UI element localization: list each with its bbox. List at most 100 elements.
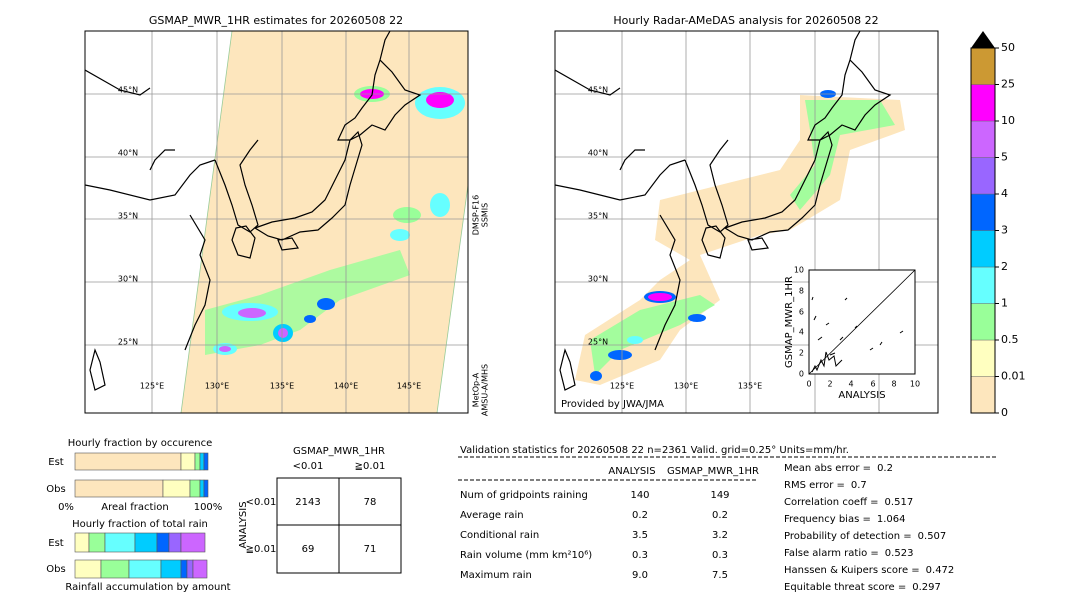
inset-tick: 2 xyxy=(827,380,832,389)
swath-label: AMSU-A/MHS xyxy=(481,364,490,416)
colorbar-label: 50 xyxy=(1001,41,1015,54)
score-value: 0.517 xyxy=(885,497,914,508)
inset-tick: 6 xyxy=(799,308,804,317)
inset-scatter: 0 2 4 6 8 10 0 2 4 6 8 10 ANALYSIS GSMAP… xyxy=(784,266,920,402)
colorbar-label: 2 xyxy=(1001,260,1008,273)
lon-label: 125°E xyxy=(610,382,634,391)
table-cell: 69 xyxy=(302,544,315,555)
row-value: 3.5 xyxy=(632,530,648,541)
score-value: 0.7 xyxy=(851,480,867,491)
lat-label: 25°N xyxy=(588,338,608,347)
colorbar-segment xyxy=(970,266,996,304)
score-label: Probability of detection = xyxy=(784,531,912,542)
axis-label: Areal fraction xyxy=(101,502,168,513)
row-label: Obs xyxy=(46,484,65,495)
score-label: Mean abs error = xyxy=(784,463,871,474)
lat-label: 30°N xyxy=(118,275,138,284)
colorbar-label: 3 xyxy=(1001,224,1008,237)
panel-title: Hourly fraction of total rain xyxy=(72,519,208,530)
row-label: Est xyxy=(48,457,64,468)
row-value: 149 xyxy=(710,490,729,501)
row-label: Rain volume (mm km²10⁶) xyxy=(460,550,592,561)
inset-tick: 2 xyxy=(799,349,804,358)
colorbar-label: 4 xyxy=(1001,187,1008,200)
score-value: 1.064 xyxy=(877,514,906,525)
colorbar-segment xyxy=(970,193,996,231)
row-label: Obs xyxy=(46,564,65,575)
colorbar-segment xyxy=(970,230,996,268)
colorbar-label: 0.01 xyxy=(1001,370,1026,383)
lat-label: 45°N xyxy=(118,86,138,95)
colorbar-segment xyxy=(970,47,996,85)
swath-label: MetOp-A xyxy=(472,372,481,407)
row-value: 7.5 xyxy=(712,570,728,581)
inset-tick: 4 xyxy=(799,328,804,337)
row-label: Est xyxy=(48,538,64,549)
lon-label: 125°E xyxy=(140,382,164,391)
colorbar-label: 0 xyxy=(1001,406,1008,419)
row-value: 3.2 xyxy=(712,530,728,541)
row-header: ≧0.01 xyxy=(246,544,277,555)
colorbar-segment xyxy=(970,376,996,414)
lon-label: 140°E xyxy=(334,382,358,391)
lon-label: 130°E xyxy=(205,382,229,391)
colorbar-segment xyxy=(970,339,996,377)
row-value: 0.2 xyxy=(632,510,648,521)
lat-label: 35°N xyxy=(588,212,608,221)
lat-label: 45°N xyxy=(588,86,608,95)
axis-label: Rainfall accumulation by amount xyxy=(65,582,230,593)
lon-label: 145°E xyxy=(397,382,421,391)
swath-label: DMSP-F16 xyxy=(472,195,481,235)
colorbar-segment xyxy=(970,157,996,195)
fraction-panel: Hourly fraction by occurence Est Obs 0% … xyxy=(46,438,230,593)
colorbar-label: 0.5 xyxy=(1001,333,1019,346)
inset-xlabel: ANALYSIS xyxy=(838,390,885,401)
row-value: 9.0 xyxy=(632,570,648,581)
col-header: ≧0.01 xyxy=(355,461,386,472)
side-header: ANALYSIS xyxy=(238,501,249,548)
validation-stats: Validation statistics for 20260508 22 n=… xyxy=(458,445,996,593)
inset-tick: 4 xyxy=(848,380,853,389)
row-label: Conditional rain xyxy=(460,530,539,541)
map-title: GSMAP_MWR_1HR estimates for 20260508 22 xyxy=(149,14,403,27)
lon-label: 135°E xyxy=(270,382,294,391)
score-label: RMS error = xyxy=(784,480,845,491)
graticule xyxy=(85,31,468,413)
score-value: 0.472 xyxy=(926,565,955,576)
col-header: ANALYSIS xyxy=(608,466,655,477)
lon-label: 130°E xyxy=(674,382,698,391)
colorbar-label: 10 xyxy=(1001,114,1015,127)
colorbar-label: 1 xyxy=(1001,297,1008,310)
inset-tick: 0 xyxy=(806,380,811,389)
lon-label: 135°E xyxy=(738,382,762,391)
row-label: Maximum rain xyxy=(460,570,532,581)
score-value: 0.2 xyxy=(877,463,893,474)
inset-tick: 8 xyxy=(799,287,804,296)
row-value: 0.3 xyxy=(632,550,648,561)
inset-tick: 0 xyxy=(799,370,804,379)
panel-title: Hourly fraction by occurence xyxy=(68,438,212,449)
axis-label: 100% xyxy=(194,502,223,513)
table-cell: 71 xyxy=(364,544,377,555)
inset-tick: 10 xyxy=(794,266,804,275)
col-header: <0.01 xyxy=(293,461,324,472)
row-value: 140 xyxy=(630,490,649,501)
left-map xyxy=(85,31,468,413)
col-header: GSMAP_MWR_1HR xyxy=(667,466,759,477)
map-title: Hourly Radar-AMeDAS analysis for 2026050… xyxy=(613,14,878,27)
swath-label: SSMIS xyxy=(481,203,490,228)
axis-label: 0% xyxy=(58,502,74,513)
lat-label: 35°N xyxy=(118,212,138,221)
colorbar: 0 0.01 0.5 1 2 3 4 5 10 25 50 xyxy=(970,31,1026,419)
score-label: Frequency bias = xyxy=(784,514,871,525)
inset-tick: 6 xyxy=(870,380,875,389)
colorbar-segment xyxy=(970,120,996,158)
lat-label: 25°N xyxy=(118,338,138,347)
score-label: False alarm ratio = xyxy=(784,548,879,559)
inset-ylabel: GSMAP_MWR_1HR xyxy=(784,276,795,368)
stats-title: Validation statistics for 20260508 22 n=… xyxy=(460,445,849,456)
inset-tick: 8 xyxy=(891,380,896,389)
lat-label: 40°N xyxy=(588,149,608,158)
score-label: Equitable threat score = xyxy=(784,582,906,593)
score-label: Hanssen & Kuipers score = xyxy=(784,565,920,576)
